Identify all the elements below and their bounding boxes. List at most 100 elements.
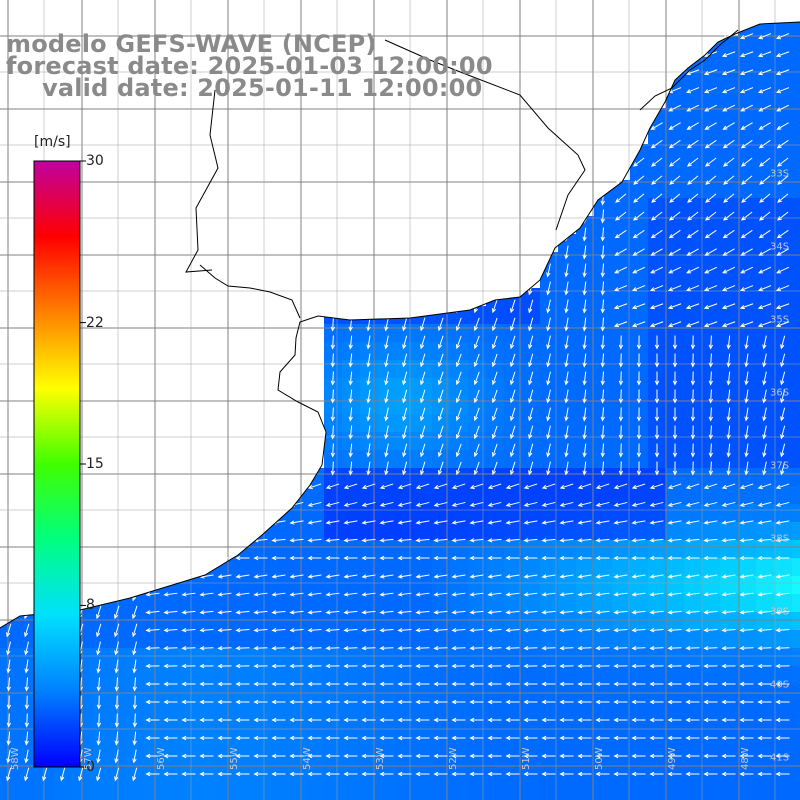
wind-arrow xyxy=(577,610,592,615)
wind-speed-cell xyxy=(234,576,253,595)
wind-arrow xyxy=(777,175,789,185)
wind-speed-cell xyxy=(792,666,800,685)
wind-speed-cell xyxy=(720,648,739,667)
wind-arrow xyxy=(739,663,754,669)
wind-speed-cell xyxy=(504,792,523,800)
wind-speed-cell xyxy=(414,612,433,631)
wind-speed-cell xyxy=(558,486,577,505)
wind-arrow xyxy=(415,610,430,615)
wind-arrow xyxy=(132,659,137,674)
wind-speed-cell xyxy=(702,306,721,325)
wind-arrow xyxy=(744,443,749,458)
wind-arrow xyxy=(95,605,102,620)
wind-arrow xyxy=(379,538,394,543)
wind-arrow xyxy=(437,317,444,332)
wind-arrow xyxy=(686,248,699,256)
wind-speed-cell xyxy=(504,486,523,505)
wind-speed-cell xyxy=(576,450,595,469)
wind-arrow xyxy=(600,299,605,314)
wind-speed-cell xyxy=(126,792,145,800)
latitude-label: 33S xyxy=(770,168,790,180)
wind-speed-cell xyxy=(432,576,451,595)
wind-speed-cell xyxy=(756,126,775,145)
wind-speed-cell xyxy=(702,450,721,469)
wind-arrow xyxy=(651,193,663,203)
wind-speed-cell xyxy=(306,792,325,800)
wind-speed-cell xyxy=(612,630,631,649)
wind-speed-cell xyxy=(702,486,721,505)
wind-arrow xyxy=(402,443,408,458)
wind-arrow xyxy=(348,407,353,422)
wind-speed-cell xyxy=(378,468,397,487)
wind-speed-cell xyxy=(396,792,415,800)
wind-arrow xyxy=(721,303,736,310)
wind-speed-cell xyxy=(648,306,667,325)
wind-arrow xyxy=(613,520,628,525)
wind-speed-cell xyxy=(666,576,685,595)
wind-speed-cell xyxy=(504,342,523,361)
wind-speed-cell xyxy=(540,648,559,667)
longitude-label: 48W xyxy=(740,747,751,770)
wind-speed-cell xyxy=(432,630,451,649)
latitude-label: 35S xyxy=(770,314,790,326)
wind-arrow xyxy=(415,645,430,651)
wind-arrow xyxy=(402,335,408,350)
wind-arrow xyxy=(455,371,462,386)
wind-arrow xyxy=(631,717,646,723)
wind-arrow xyxy=(636,407,642,422)
wind-arrow xyxy=(703,574,718,579)
wind-speed-cell xyxy=(630,738,649,757)
wind-speed-cell xyxy=(198,738,217,757)
wind-speed-cell xyxy=(450,342,469,361)
wind-speed-cell xyxy=(558,756,577,775)
wind-speed-cell xyxy=(414,756,433,775)
wind-speed-cell xyxy=(468,360,487,379)
wind-arrow xyxy=(708,407,713,422)
wind-speed-cell xyxy=(594,486,613,505)
wind-arrow xyxy=(181,717,196,723)
wind-speed-cell xyxy=(378,486,397,505)
wind-speed-cell xyxy=(216,594,235,613)
wind-speed-cell xyxy=(792,324,800,343)
wind-arrow xyxy=(325,538,340,543)
wind-speed-cell xyxy=(522,486,541,505)
wind-speed-cell xyxy=(252,576,271,595)
wind-speed-cell xyxy=(414,324,433,343)
wind-arrow xyxy=(469,574,484,579)
wind-arrow xyxy=(685,285,700,292)
wind-speed-cell xyxy=(270,738,289,757)
wind-arrow xyxy=(600,461,605,476)
wind-arrow xyxy=(613,285,628,292)
wind-speed-cell xyxy=(774,252,793,271)
wind-speed-cell xyxy=(216,666,235,685)
wind-speed-cell xyxy=(378,648,397,667)
wind-arrow xyxy=(577,483,592,490)
wind-arrow xyxy=(739,717,754,723)
wind-arrow xyxy=(740,122,753,130)
wind-arrow xyxy=(649,501,664,507)
wind-speed-cell xyxy=(630,432,649,451)
wind-arrow xyxy=(722,211,735,221)
wind-arrow xyxy=(235,645,250,651)
wind-arrow xyxy=(775,538,790,543)
wind-arrow xyxy=(114,695,120,710)
wind-speed-cell xyxy=(792,126,800,145)
wind-speed-cell xyxy=(468,792,487,800)
wind-speed-cell xyxy=(792,360,800,379)
wind-speed-cell xyxy=(684,774,703,793)
wind-speed-cell xyxy=(180,756,199,775)
wind-speed-cell xyxy=(162,612,181,631)
wind-arrow xyxy=(708,425,713,440)
wind-arrow xyxy=(307,681,322,687)
wind-speed-cell xyxy=(774,216,793,235)
wind-speed-cell xyxy=(504,306,523,325)
wind-speed-cell xyxy=(396,576,415,595)
wind-arrow xyxy=(618,443,624,458)
wind-arrow xyxy=(667,628,682,633)
wind-arrow xyxy=(397,501,412,507)
wind-speed-cell xyxy=(432,486,451,505)
wind-arrow xyxy=(181,663,196,669)
wind-speed-cell xyxy=(792,630,800,649)
wind-speed-cell xyxy=(288,504,307,523)
wind-arrow xyxy=(546,443,551,458)
